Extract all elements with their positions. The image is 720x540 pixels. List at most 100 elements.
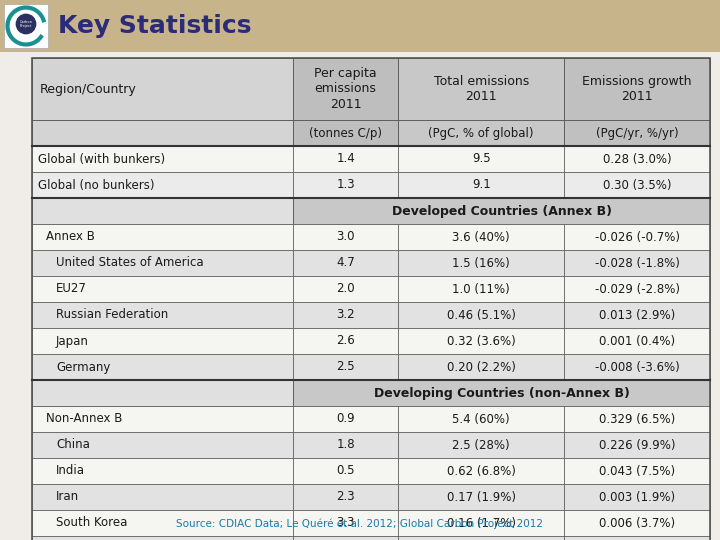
Text: 0.013 (2.9%): 0.013 (2.9%) (599, 308, 675, 321)
Bar (564, 458, 710, 484)
Bar (32, 58, 293, 120)
Text: -0.026 (-0.7%): -0.026 (-0.7%) (595, 231, 680, 244)
Bar (32, 432, 293, 458)
Text: Emissions growth
2011: Emissions growth 2011 (582, 75, 692, 103)
Text: -0.029 (-2.8%): -0.029 (-2.8%) (595, 282, 680, 295)
Bar (293, 406, 398, 432)
Bar (564, 406, 710, 432)
Text: 0.9: 0.9 (336, 413, 355, 426)
Bar (398, 58, 564, 120)
Bar (398, 510, 564, 536)
Text: -0.008 (-3.6%): -0.008 (-3.6%) (595, 361, 680, 374)
Bar (293, 276, 398, 302)
Bar (564, 328, 710, 354)
Text: 3.0: 3.0 (336, 231, 355, 244)
Text: 0.62 (6.8%): 0.62 (6.8%) (446, 464, 516, 477)
Text: Region/Country: Region/Country (40, 83, 137, 96)
Bar (293, 354, 398, 380)
Text: EU27: EU27 (56, 282, 87, 295)
Bar (32, 276, 293, 302)
Text: India: India (56, 464, 85, 477)
Text: 1.8: 1.8 (336, 438, 355, 451)
Bar (32, 354, 293, 380)
Bar (293, 380, 710, 406)
Text: Total emissions
2011: Total emissions 2011 (433, 75, 528, 103)
Bar (32, 250, 293, 276)
Text: 0.003 (1.9%): 0.003 (1.9%) (599, 490, 675, 503)
Text: 0.16 (1.7%): 0.16 (1.7%) (446, 516, 516, 530)
Text: (tonnes C/p): (tonnes C/p) (309, 126, 382, 139)
Text: 2.0: 2.0 (336, 282, 355, 295)
Text: Carbon
Project: Carbon Project (19, 19, 32, 28)
Bar (564, 276, 710, 302)
Bar (0, 0, 720, 52)
Bar (398, 224, 564, 250)
Text: 9.1: 9.1 (472, 179, 490, 192)
Text: Russian Federation: Russian Federation (56, 308, 168, 321)
Bar (398, 328, 564, 354)
Bar (32, 120, 293, 146)
Bar (4, 4, 48, 48)
Bar (564, 432, 710, 458)
Text: (PgC/yr, %/yr): (PgC/yr, %/yr) (596, 126, 678, 139)
Text: 0.006 (3.7%): 0.006 (3.7%) (599, 516, 675, 530)
Bar (564, 510, 710, 536)
Text: 2.3: 2.3 (336, 490, 355, 503)
Bar (293, 458, 398, 484)
Text: 3.6 (40%): 3.6 (40%) (452, 231, 510, 244)
Bar (293, 198, 710, 224)
Text: 1.3: 1.3 (336, 179, 355, 192)
Text: Per capita
emissions
2011: Per capita emissions 2011 (314, 68, 377, 111)
Text: 0.32 (3.6%): 0.32 (3.6%) (447, 334, 516, 348)
Text: 3.2: 3.2 (336, 308, 355, 321)
Bar (564, 484, 710, 510)
Bar (32, 172, 293, 198)
Text: Non-Annex B: Non-Annex B (46, 413, 122, 426)
Bar (398, 172, 564, 198)
Text: Global (no bunkers): Global (no bunkers) (38, 179, 155, 192)
Bar (293, 146, 398, 172)
Text: 3.3: 3.3 (336, 516, 355, 530)
Bar (398, 250, 564, 276)
Bar (293, 58, 398, 120)
Text: 0.20 (2.2%): 0.20 (2.2%) (446, 361, 516, 374)
Bar (293, 172, 398, 198)
Text: 1.4: 1.4 (336, 152, 355, 165)
Text: Developing Countries (non-Annex B): Developing Countries (non-Annex B) (374, 387, 629, 400)
Bar (32, 484, 293, 510)
Bar (564, 250, 710, 276)
Text: 0.043 (7.5%): 0.043 (7.5%) (599, 464, 675, 477)
Text: 0.329 (6.5%): 0.329 (6.5%) (599, 413, 675, 426)
Bar (398, 536, 564, 540)
Bar (293, 328, 398, 354)
Bar (293, 536, 398, 540)
Text: 0.226 (9.9%): 0.226 (9.9%) (599, 438, 675, 451)
Bar (564, 58, 710, 120)
Text: 0.5: 0.5 (336, 464, 355, 477)
Text: Germany: Germany (56, 361, 110, 374)
Text: 0.46 (5.1%): 0.46 (5.1%) (446, 308, 516, 321)
Bar (398, 432, 564, 458)
Text: Iran: Iran (56, 490, 79, 503)
Text: 0.28 (3.0%): 0.28 (3.0%) (603, 152, 672, 165)
Bar (293, 224, 398, 250)
Text: United States of America: United States of America (56, 256, 204, 269)
Text: 1.5 (16%): 1.5 (16%) (452, 256, 510, 269)
Text: 1.0 (11%): 1.0 (11%) (452, 282, 510, 295)
Bar (564, 536, 710, 540)
Bar (32, 458, 293, 484)
Text: 2.6: 2.6 (336, 334, 355, 348)
Text: 0.17 (1.9%): 0.17 (1.9%) (446, 490, 516, 503)
Text: 5.4 (60%): 5.4 (60%) (452, 413, 510, 426)
Text: Source: CDIAC Data; Le Quéré et al. 2012; Global Carbon Project 2012: Source: CDIAC Data; Le Quéré et al. 2012… (176, 519, 544, 529)
Text: Annex B: Annex B (46, 231, 95, 244)
Bar (398, 120, 564, 146)
Bar (32, 510, 293, 536)
Bar (32, 198, 293, 224)
Bar (398, 276, 564, 302)
Bar (398, 354, 564, 380)
Bar (32, 380, 293, 406)
Bar (32, 302, 293, 328)
Text: China: China (56, 438, 90, 451)
Bar (32, 406, 293, 432)
